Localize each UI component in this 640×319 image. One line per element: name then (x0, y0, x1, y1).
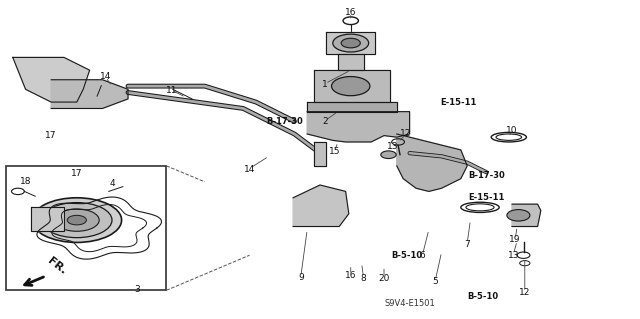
Polygon shape (307, 112, 410, 142)
Text: 7: 7 (465, 240, 470, 249)
Circle shape (54, 209, 99, 231)
Text: 16: 16 (345, 8, 356, 17)
Polygon shape (51, 80, 128, 108)
Text: 2: 2 (323, 117, 328, 126)
Text: 10: 10 (506, 126, 518, 135)
Text: 6: 6 (420, 251, 425, 260)
Text: 1: 1 (323, 80, 328, 89)
Text: S9V4-E1501: S9V4-E1501 (384, 299, 435, 308)
Circle shape (67, 215, 86, 225)
Circle shape (332, 77, 370, 96)
Circle shape (42, 203, 112, 238)
Text: 17: 17 (71, 169, 83, 178)
Text: 9: 9 (298, 273, 303, 282)
Text: 11: 11 (166, 86, 177, 95)
Polygon shape (397, 134, 467, 191)
Text: E-15-11: E-15-11 (468, 193, 504, 202)
Polygon shape (31, 207, 64, 231)
Polygon shape (326, 32, 375, 54)
Text: 19: 19 (509, 235, 521, 244)
Polygon shape (512, 204, 541, 226)
Text: B-5-10: B-5-10 (468, 292, 499, 301)
Text: E-15-11: E-15-11 (441, 98, 477, 107)
Circle shape (507, 210, 530, 221)
Polygon shape (338, 54, 364, 70)
Text: 13: 13 (508, 251, 519, 260)
Polygon shape (307, 102, 397, 112)
Text: 20: 20 (378, 274, 390, 283)
Circle shape (32, 198, 122, 242)
Text: B-17-30: B-17-30 (266, 117, 303, 126)
Text: 14: 14 (244, 165, 255, 174)
Text: 4: 4 (109, 179, 115, 188)
Text: 18: 18 (20, 177, 31, 186)
Circle shape (381, 151, 396, 159)
Text: 12: 12 (519, 288, 531, 297)
Polygon shape (314, 142, 326, 166)
Circle shape (341, 38, 360, 48)
Text: 3: 3 (135, 285, 140, 294)
Text: 12: 12 (400, 130, 412, 138)
Text: 13: 13 (387, 142, 399, 151)
Polygon shape (13, 57, 90, 102)
Text: 8: 8 (361, 274, 366, 283)
Text: 15: 15 (329, 147, 340, 156)
Text: FR.: FR. (46, 256, 68, 276)
Text: 17: 17 (45, 131, 57, 140)
Text: 14: 14 (100, 72, 111, 81)
Text: B-17-30: B-17-30 (468, 171, 505, 180)
Circle shape (333, 34, 369, 52)
Text: 5: 5 (433, 277, 438, 286)
Text: 16: 16 (345, 271, 356, 280)
Polygon shape (314, 70, 390, 102)
FancyBboxPatch shape (6, 166, 166, 290)
Polygon shape (293, 185, 349, 226)
Text: B-5-10: B-5-10 (392, 251, 422, 260)
